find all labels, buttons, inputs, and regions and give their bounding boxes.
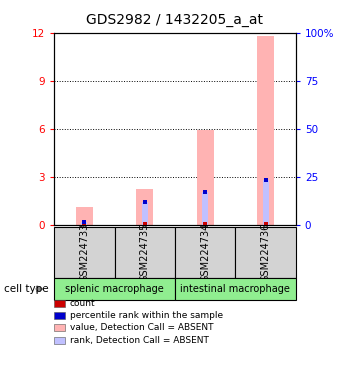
Text: cell type: cell type <box>4 284 48 294</box>
Text: intestinal macrophage: intestinal macrophage <box>181 284 290 294</box>
Text: value, Detection Call = ABSENT: value, Detection Call = ABSENT <box>70 323 214 333</box>
Text: splenic macrophage: splenic macrophage <box>65 284 164 294</box>
Bar <box>76 207 93 225</box>
Text: GSM224735: GSM224735 <box>140 223 150 282</box>
Bar <box>142 202 148 225</box>
Bar <box>197 130 214 225</box>
Bar <box>202 192 208 225</box>
Text: rank, Detection Call = ABSENT: rank, Detection Call = ABSENT <box>70 336 209 345</box>
Bar <box>136 189 153 225</box>
Text: GDS2982 / 1432205_a_at: GDS2982 / 1432205_a_at <box>86 13 264 27</box>
Bar <box>235 227 296 278</box>
Bar <box>54 278 175 300</box>
Bar <box>82 222 88 225</box>
Text: count: count <box>70 299 96 308</box>
Bar <box>262 180 268 225</box>
Text: GSM224734: GSM224734 <box>200 223 210 282</box>
Bar <box>54 227 115 278</box>
Text: GSM224733: GSM224733 <box>79 223 90 282</box>
Bar <box>257 36 274 225</box>
Text: percentile rank within the sample: percentile rank within the sample <box>70 311 223 320</box>
Bar <box>115 227 175 278</box>
Bar <box>175 227 235 278</box>
Text: GSM224736: GSM224736 <box>260 223 271 282</box>
Bar <box>175 278 296 300</box>
